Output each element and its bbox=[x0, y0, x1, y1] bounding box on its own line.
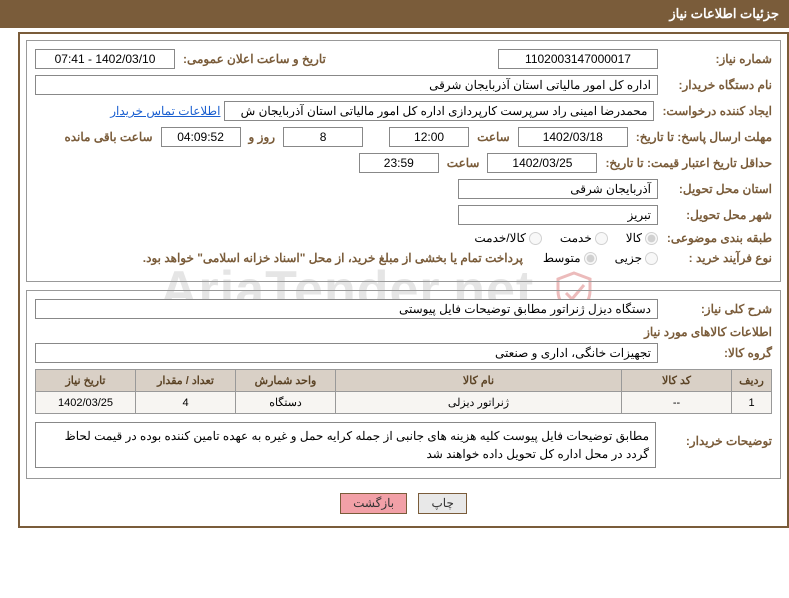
time-label-1: ساعت bbox=[473, 130, 514, 144]
cell-code: -- bbox=[622, 392, 732, 414]
process-label: نوع فرآیند خرید : bbox=[662, 251, 772, 265]
validity-label: حداقل تاریخ اعتبار قیمت: تا تاریخ: bbox=[601, 156, 772, 170]
city-value: تبریز bbox=[458, 205, 658, 225]
cell-unit: دستگاه bbox=[236, 392, 336, 414]
time-label-2: ساعت bbox=[443, 156, 484, 170]
summary-section: شرح کلی نیاز: دستگاه دیزل ژنراتور مطابق … bbox=[26, 290, 781, 479]
announce-value: 1402/03/10 - 07:41 bbox=[35, 49, 175, 69]
goods-title: اطلاعات کالاهای مورد نیاز bbox=[35, 325, 772, 339]
buyer-value: اداره کل امور مالیاتی استان آذربایجان شر… bbox=[35, 75, 658, 95]
summary-label: شرح کلی نیاز: bbox=[662, 302, 772, 316]
cell-row: 1 bbox=[732, 392, 772, 414]
deadline-date: 1402/03/18 bbox=[518, 127, 628, 147]
need-no-label: شماره نیاز: bbox=[662, 52, 772, 66]
remain-time: 04:09:52 bbox=[161, 127, 241, 147]
cell-name: ژنراتور دیزلی bbox=[336, 392, 622, 414]
category-radios: کالا خدمت کالا/خدمت bbox=[474, 231, 658, 245]
requester-value: محمدرضا امینی راد سرپرست کارپردازی اداره… bbox=[224, 101, 654, 121]
process-radios: جزیی متوسط bbox=[543, 251, 658, 265]
th-date: تاریخ نیاز bbox=[36, 370, 136, 392]
buyer-desc-label: توضیحات خریدار: bbox=[662, 422, 772, 448]
validity-time: 23:59 bbox=[359, 153, 439, 173]
group-value: تجهیزات خانگی، اداری و صنعتی bbox=[35, 343, 658, 363]
category-label: طبقه بندی موضوعی: bbox=[662, 231, 772, 245]
th-unit: واحد شمارش bbox=[236, 370, 336, 392]
th-row: ردیف bbox=[732, 370, 772, 392]
deadline-label: مهلت ارسال پاسخ: تا تاریخ: bbox=[632, 130, 772, 144]
contact-link[interactable]: اطلاعات تماس خریدار bbox=[110, 104, 220, 118]
group-label: گروه کالا: bbox=[662, 346, 772, 360]
requester-label: ایجاد کننده درخواست: bbox=[658, 104, 772, 118]
remain-label: ساعت باقی مانده bbox=[60, 130, 156, 144]
radio-medium[interactable]: متوسط bbox=[543, 251, 597, 265]
th-name: نام کالا bbox=[336, 370, 622, 392]
th-qty: تعداد / مقدار bbox=[136, 370, 236, 392]
radio-partial[interactable]: جزیی bbox=[615, 251, 658, 265]
goods-table: ردیف کد کالا نام کالا واحد شمارش تعداد /… bbox=[35, 369, 772, 414]
print-button[interactable]: چاپ bbox=[418, 493, 466, 514]
radio-both[interactable]: کالا/خدمت bbox=[474, 231, 541, 245]
page-title: جزئیات اطلاعات نیاز bbox=[0, 0, 789, 28]
back-button[interactable]: بازگشت bbox=[340, 493, 407, 514]
details-section: شماره نیاز: 1102003147000017 تاریخ و ساع… bbox=[26, 40, 781, 282]
cell-qty: 4 bbox=[136, 392, 236, 414]
validity-date: 1402/03/25 bbox=[487, 153, 597, 173]
buyer-label: نام دستگاه خریدار: bbox=[662, 78, 772, 92]
th-code: کد کالا bbox=[622, 370, 732, 392]
days-value: 8 bbox=[283, 127, 363, 147]
table-row: 1 -- ژنراتور دیزلی دستگاه 4 1402/03/25 bbox=[36, 392, 772, 414]
radio-service[interactable]: خدمت bbox=[560, 231, 608, 245]
radio-goods[interactable]: کالا bbox=[626, 231, 658, 245]
summary-value: دستگاه دیزل ژنراتور مطابق توضیحات فایل پ… bbox=[35, 299, 658, 319]
city-label: شهر محل تحویل: bbox=[662, 208, 772, 222]
cell-date: 1402/03/25 bbox=[36, 392, 136, 414]
main-frame: شماره نیاز: 1102003147000017 تاریخ و ساع… bbox=[18, 32, 789, 528]
province-label: استان محل تحویل: bbox=[662, 182, 772, 196]
payment-note: پرداخت تمام یا بخشی از مبلغ خرید، از محل… bbox=[143, 251, 523, 265]
announce-label: تاریخ و ساعت اعلان عمومی: bbox=[179, 52, 330, 66]
need-no-value: 1102003147000017 bbox=[498, 49, 658, 69]
deadline-time: 12:00 bbox=[389, 127, 469, 147]
buyer-desc-value: مطابق توضیحات فایل پیوست کلیه هزینه های … bbox=[35, 422, 656, 468]
province-value: آذربایجان شرقی bbox=[458, 179, 658, 199]
days-label: روز و bbox=[245, 130, 280, 144]
button-bar: چاپ بازگشت bbox=[26, 487, 781, 520]
